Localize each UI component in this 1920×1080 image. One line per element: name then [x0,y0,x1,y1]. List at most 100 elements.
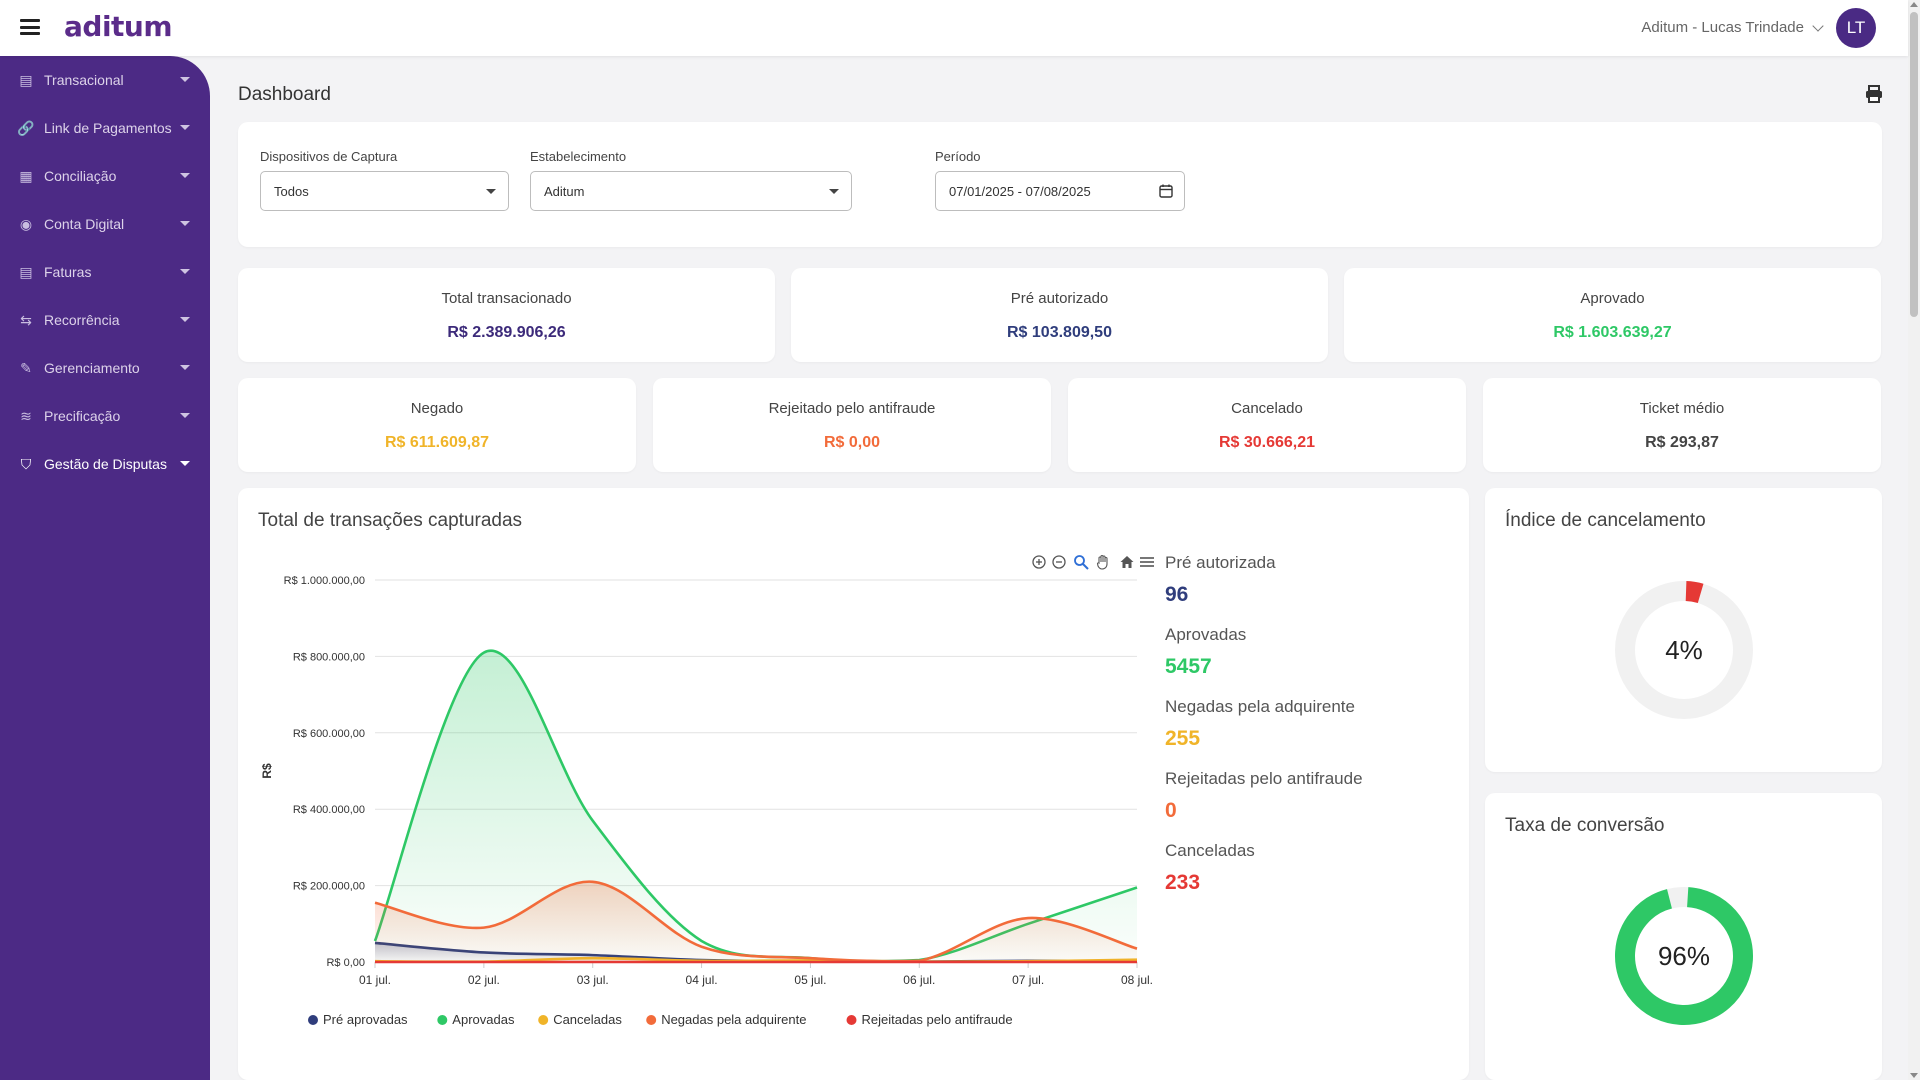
stat-value: R$ 1.603.639,27 [1553,324,1672,341]
link-icon: 🔗 [17,119,35,136]
user-menu[interactable]: Aditum - Lucas Trindade [1641,19,1824,36]
legend-marker[interactable] [646,1015,657,1025]
legend-marker[interactable] [538,1015,549,1025]
transactions-chart: R$ 0,00 R$ 200.000,00 R$ 400.000,00 R$ 600.… [260,575,1153,1027]
summary-value-pre-autorizada: 96 [1165,583,1189,606]
scroll-down-arrow-icon[interactable] [1910,1073,1918,1078]
summary-label-rejeitadas-pelo-antifraude: Rejeitadas pelo antifraude [1165,769,1363,788]
devices-select[interactable]: Todos [260,171,509,211]
sidebar-item-recorrencia[interactable]: ⇆ Recorrência [0,296,210,344]
wallet-icon: ◉ [19,215,33,232]
donut-value-arc [1615,581,1753,719]
series-line-negadas-pela-adquirente[interactable] [374,880,1138,963]
sidebar-item-faturas[interactable]: ▤ Faturas [0,248,210,296]
stat-value: R$ 103.809,50 [1007,324,1112,341]
avatar[interactable]: LT [1836,8,1876,48]
page-title: Dashboard [238,84,331,105]
stat-title: Total transacionado [441,290,572,307]
legend-marker[interactable] [846,1015,857,1025]
summary-label-pre-autorizada: Pré autorizada [1165,553,1276,572]
legend-entry-pre-aprovadas[interactable]: Pré aprovadas [323,1012,408,1027]
sidebar-item-label: Faturas [44,264,92,280]
sidebar-item-gestao-de-disputas[interactable]: ⛉ Gestão de Disputas [0,440,210,488]
invoice-icon: ▤ [19,263,33,280]
cancel-index-title: Índice de cancelamento [1505,510,1706,531]
page-scrollbar[interactable] [1908,0,1920,1080]
sidebar-item-label: Transacional [44,72,124,88]
stat-card-ticket-medio: Ticket médio R$ 293,87 [1483,378,1881,472]
establishment-select-value: Aditum [544,183,585,199]
summary-value-negadas-pela-adquirente: 255 [1165,727,1201,750]
stat-value: R$ 293,87 [1645,434,1719,451]
legend-marker[interactable] [437,1015,448,1025]
caret-down-icon [180,269,190,274]
sidebar-item-label: Precificação [44,408,121,424]
stat-card-rejeitado-pelo-antifraude: Rejeitado pelo antifraude R$ 0,00 [653,378,1051,472]
y-tick-label: R$ 400.000,00 [293,804,365,816]
sidebar-item-label: Recorrência [44,312,120,328]
sidebar-item-conciliacao[interactable]: ▦ Conciliação [0,152,210,200]
chevron-down-icon [1812,19,1824,32]
y-tick-label: R$ 600.000,00 [293,728,365,740]
filter-card: Dispositivos de Captura Todos Estabeleci… [238,122,1882,247]
stat-card-aprovado: Aprovado R$ 1.603.639,27 [1344,268,1881,362]
sidebar: ▤ Transacional 🔗 Link de Pagamentos ▦ Concili… [0,56,210,1080]
period-input-value: 07/01/2025 - 07/08/2025 [949,183,1091,199]
sidebar-item-gerenciamento[interactable]: ✎ Gerenciamento [0,344,210,392]
summary-value-rejeitadas-pelo-antifraude: 0 [1165,799,1177,822]
conversion-title: Taxa de conversão [1505,815,1665,836]
x-tick-label: 04 jul. [686,973,718,987]
calendar-icon[interactable] [1159,184,1173,198]
stat-card-negado: Negado R$ 611.609,87 [238,378,636,472]
sidebar-item-transacional[interactable]: ▤ Transacional [0,56,210,104]
reset-home-icon[interactable] [1119,554,1135,570]
chart-menu-icon[interactable] [1139,554,1155,570]
x-tick-label: 03 jul. [577,973,609,987]
x-tick-label: 06 jul. [903,973,935,987]
caret-down-icon [180,221,190,226]
wrench-icon: ✎ [20,359,32,376]
series-area-negadas-pela-adquirente [375,881,1137,962]
scroll-thumb[interactable] [1910,12,1918,317]
establishment-select[interactable]: Aditum [530,171,852,211]
pan-hand-icon[interactable] [1095,554,1111,570]
menu-icon[interactable] [20,19,40,35]
devices-select-value: Todos [274,183,309,199]
y-tick-label: R$ 200.000,00 [293,881,365,893]
y-tick-label: R$ 800.000,00 [293,651,365,663]
y-tick-label: R$ 1.000.000,00 [284,575,365,587]
legend-entry-negadas-pela-adquirente[interactable]: Negadas pela adquirente [661,1012,806,1027]
sidebar-item-link-de-pagamentos[interactable]: 🔗 Link de Pagamentos [0,104,210,152]
x-tick-label: 07 jul. [1012,973,1044,987]
donut-track [1615,581,1753,719]
summary-value-aprovadas: 5457 [1165,655,1212,678]
cancel-index-donut: 4% [1615,581,1753,719]
sidebar-item-precificacao[interactable]: ≋ Precificação [0,392,210,440]
stat-title: Rejeitado pelo antifraude [768,400,936,417]
cancel-index-card: Índice de cancelamento [1485,488,1882,772]
scroll-up-arrow-icon[interactable] [1910,2,1918,7]
legend-entry-canceladas[interactable]: Canceladas [553,1012,622,1027]
stat-value: R$ 611.609,87 [384,434,490,451]
legend-entry-rejeitadas-pelo-antifraude[interactable]: Rejeitadas pelo antifraude [862,1012,1013,1027]
aditum-logo[interactable]: aditum [64,10,173,43]
repeat-icon: ⇆ [20,311,32,328]
stat-value: R$ 30.666,21 [1218,434,1316,451]
user-menu-label: Aditum - Lucas Trindade [1641,19,1804,36]
print-icon[interactable] [1864,84,1884,104]
sidebar-item-conta-digital[interactable]: ◉ Conta Digital [0,200,210,248]
x-tick-label: 05 jul. [794,973,826,987]
legend-entry-aprovadas[interactable]: Aprovadas [452,1012,515,1027]
x-tick-label: 01 jul. [359,973,391,987]
zoom-out-icon[interactable] [1051,554,1067,570]
stat-card-total-transacionado: Total transacionado R$ 2.389.906,26 [238,268,775,362]
donut-center-label: 4% [1665,635,1703,665]
legend-marker[interactable] [308,1015,318,1025]
sidebar-item-label: Link de Pagamentos [44,120,172,136]
period-label: Período [935,149,981,164]
sidebar-item-label: Conta Digital [44,216,125,232]
zoom-in-icon[interactable] [1031,554,1047,570]
conversion-card: Taxa de conversão [1485,793,1882,1080]
period-input[interactable]: 07/01/2025 - 07/08/2025 [935,171,1185,211]
zoom-selection-icon[interactable] [1073,554,1089,570]
